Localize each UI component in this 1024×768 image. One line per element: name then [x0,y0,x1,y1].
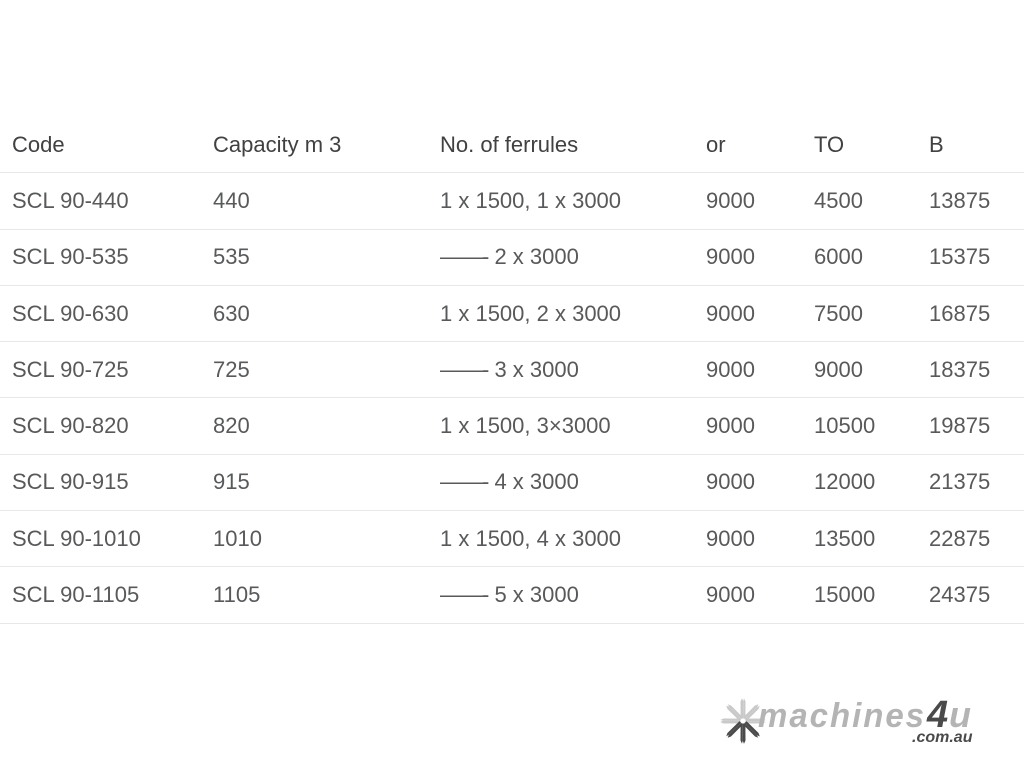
svg-text:.com.au: .com.au [912,729,973,746]
svg-text:machines: machines [758,697,926,735]
